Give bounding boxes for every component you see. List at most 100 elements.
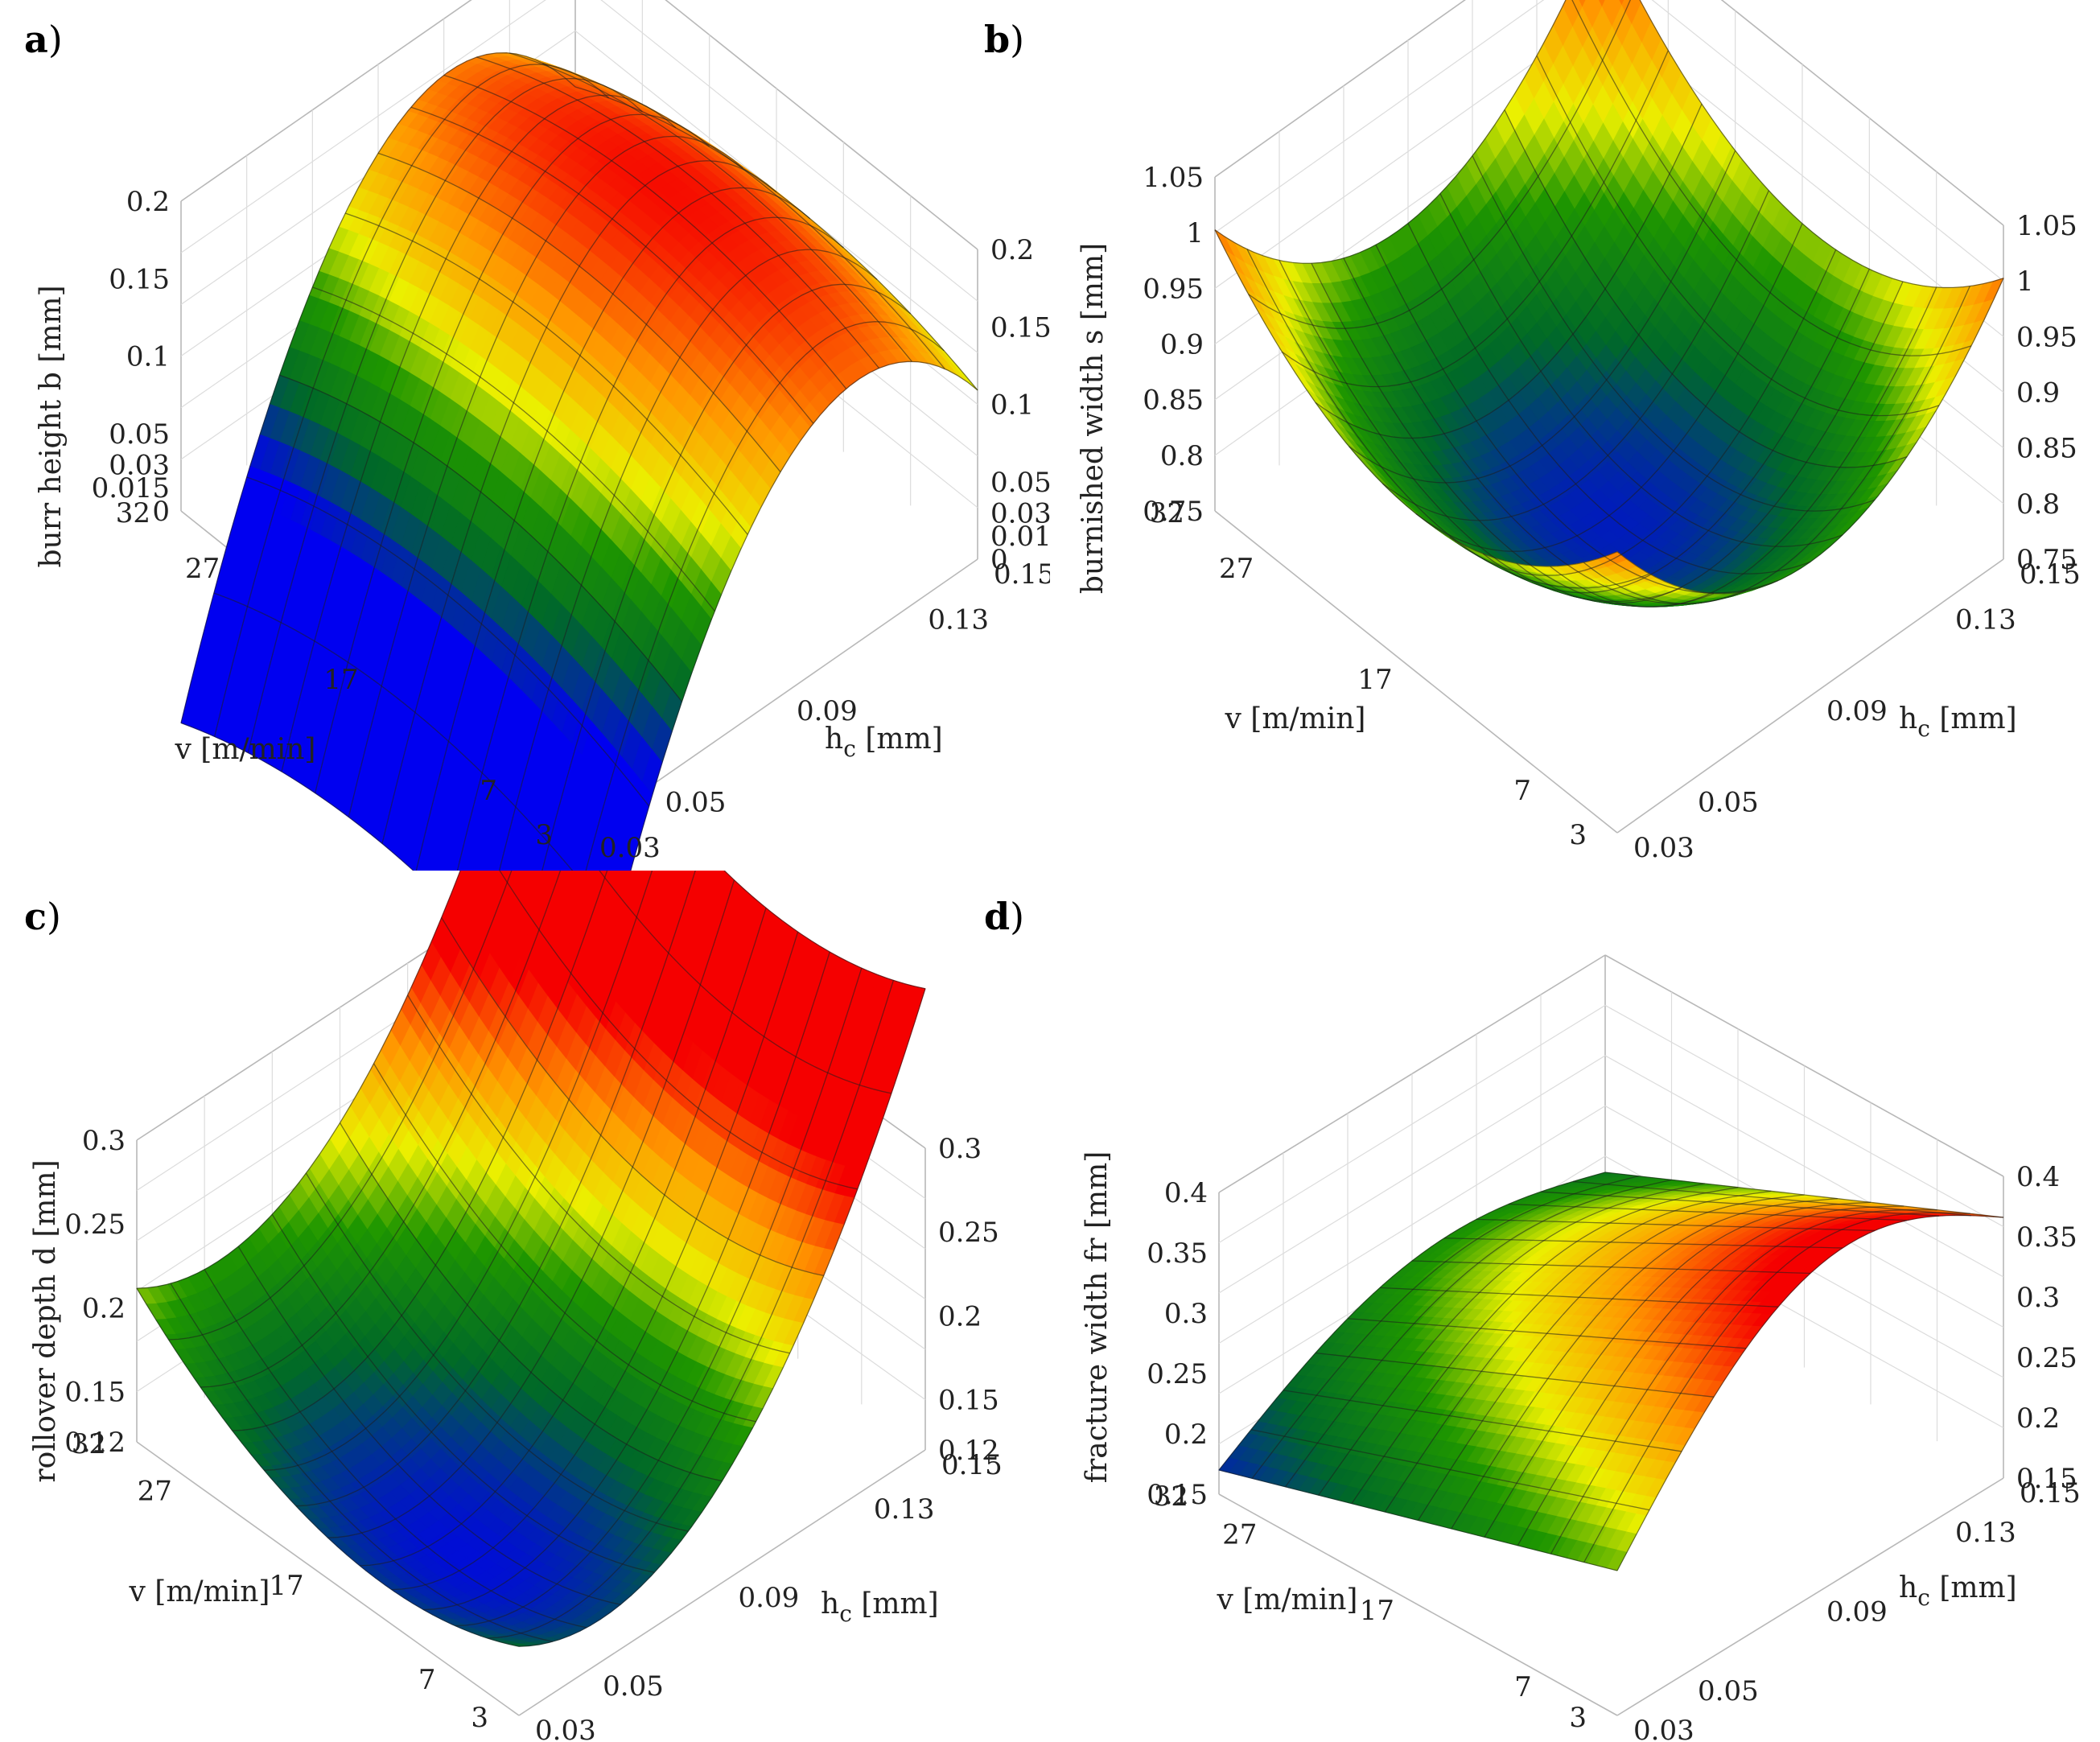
z-tick-label-right: 0 [990,544,1008,576]
y-tick-label: 0.09 [1826,695,1888,727]
surface-patch [550,863,559,871]
z-tick-label-right: 1.05 [2016,210,2077,242]
z-tick-label-right: 0.05 [990,467,1050,499]
z-axis-label: burr height b [mm] [35,285,68,567]
z-tick-label-right: 1 [2016,266,2034,298]
x-tick-label: 27 [185,553,220,585]
axis-line-v [1214,510,1618,834]
x-axis-label: v [m/min] [175,733,316,766]
y-tick-label: 0.15 [2020,558,2081,591]
grid-line [180,0,978,302]
surface-chart-b: 371727320.030.050.090.130.150.750.750.80… [1077,0,2081,864]
x-tick-label: 17 [1357,664,1392,696]
y-tick-label: 0.09 [797,695,858,727]
panel-c: c) 3 7 17 27 32 0.03 0.05 0.09 0.13 0.15 0.12 0.12 0… [0,871,1050,1741]
surface [180,52,978,871]
tick-labels: 371727320.030.050.090.130.150.750.750.80… [1143,162,2080,864]
z-tick-label-left: 0.015 [92,472,170,504]
surface-patch [1578,0,1587,9]
z-tick-label-left: 0.05 [109,418,170,451]
y-axis-label-unit: [mm] [856,723,943,756]
x-tick-label: 3 [1569,819,1587,851]
z-tick-label-left: 0.1 [126,341,170,373]
x-tick-label: 27 [1219,553,1254,585]
x-tick-label: 32 [1150,497,1184,529]
z-tick-label-left: 0.75 [1143,496,1204,528]
z-tick-label-left: 0.95 [1143,273,1204,305]
panel-b: b) 3 7 17 27 32 0.03 0.05 0.09 0.13 0.15 0.75 0.75 0… [984,0,2100,871]
grid-line [180,30,978,353]
surface-patch [537,851,554,871]
z-tick-label-left: 0.15 [109,263,170,295]
grid-line [1214,0,2004,282]
axis-line-h [1616,558,2004,834]
mesh-line [1536,55,1940,417]
surface-mesh [180,52,978,871]
z-tick-label-right: 0.1 [990,389,1034,422]
panel-a: a) 3 7 17 27 32 0.03 0.05 0.09 0.13 0.15 0 0 0.015 0.… [0,0,1050,871]
z-tick-label-left: 0.2 [126,186,170,218]
panel-label-a: a) [24,18,63,61]
y-axis-label-sub: c [1917,715,1930,742]
x-axis-label: v [m/min] [1225,702,1366,735]
y-axis-label: hc [mm] [1899,702,2017,742]
z-tick-label-right: 0.015 [990,521,1050,553]
surface [1214,0,2004,607]
y-tick-label: 0.03 [1633,832,1694,864]
surface-mesh [1214,0,2004,607]
x-tick-label: 17 [323,664,358,696]
z-tick-label-right: 0.95 [2016,321,2077,353]
mesh-line [509,52,912,362]
y-axis-label-main: h [1899,702,1917,735]
surface-patch [1618,0,1625,6]
y-tick-label: 0.13 [1955,604,2016,636]
surface-patch [616,850,633,871]
mesh-line [1571,0,1972,356]
mesh-line [214,64,610,737]
x-tick-label: 7 [1513,775,1531,807]
surface-patch [590,861,600,871]
y-axis-label-main: h [825,723,843,756]
mesh-line [1214,0,1567,264]
surface-mesh [136,871,926,1647]
y-tick-label: 0.13 [928,604,989,636]
mesh-line [1248,0,1631,329]
z-tick-label-left: 0.85 [1143,385,1204,417]
z-tick-label-right: 0.2 [990,234,1034,266]
mesh-line [1639,0,2004,289]
z-tick-label-right: 0.03 [990,497,1050,529]
z-tick-label-left: 1 [1186,217,1204,249]
panel-label-c: c) [24,895,61,938]
y-tick-label: 0.15 [994,558,1050,591]
surface-patch [448,856,463,871]
x-tick-label: 3 [535,819,553,851]
z-tick-label-right: 0.75 [2016,544,2077,576]
z-tick-label-right: 0.15 [990,311,1050,344]
z-tick-label-right: 0.85 [2016,433,2077,465]
z-tick-label-left: 0.8 [1160,440,1204,472]
mesh-line [574,86,978,391]
surface [136,871,926,1647]
panel-label-b: b) [984,18,1025,61]
y-axis-label-unit: [mm] [1930,702,2017,735]
y-tick-label: 0.03 [599,832,661,864]
z-axis-label: burnished width s [mm] [1077,243,1110,594]
z-tick-label-left: 0.03 [109,449,170,481]
z-tick-label-right: 0.9 [2016,377,2060,410]
x-tick-label: 7 [480,775,497,807]
x-tick-label: 32 [116,497,150,529]
surface-patch [461,866,467,871]
axis-line-h [518,1449,926,1716]
y-tick-label: 0.05 [665,786,727,818]
mesh-line [180,52,576,723]
y-tick-label: 0.05 [1698,786,1759,818]
tick-labels: 371727320.030.050.090.130.15000.0150.015… [92,186,1050,864]
y-axis-label: hc [mm] [825,723,943,762]
z-tick-label-right: 0.8 [2016,488,2060,521]
mesh-line [541,62,945,369]
surface-patch [576,849,593,871]
y-axis-label-sub: c [843,735,856,762]
surface-chart-a: 371727320.030.050.090.130.15000.0150.015… [35,0,1050,871]
axis-line-v [136,1441,520,1716]
